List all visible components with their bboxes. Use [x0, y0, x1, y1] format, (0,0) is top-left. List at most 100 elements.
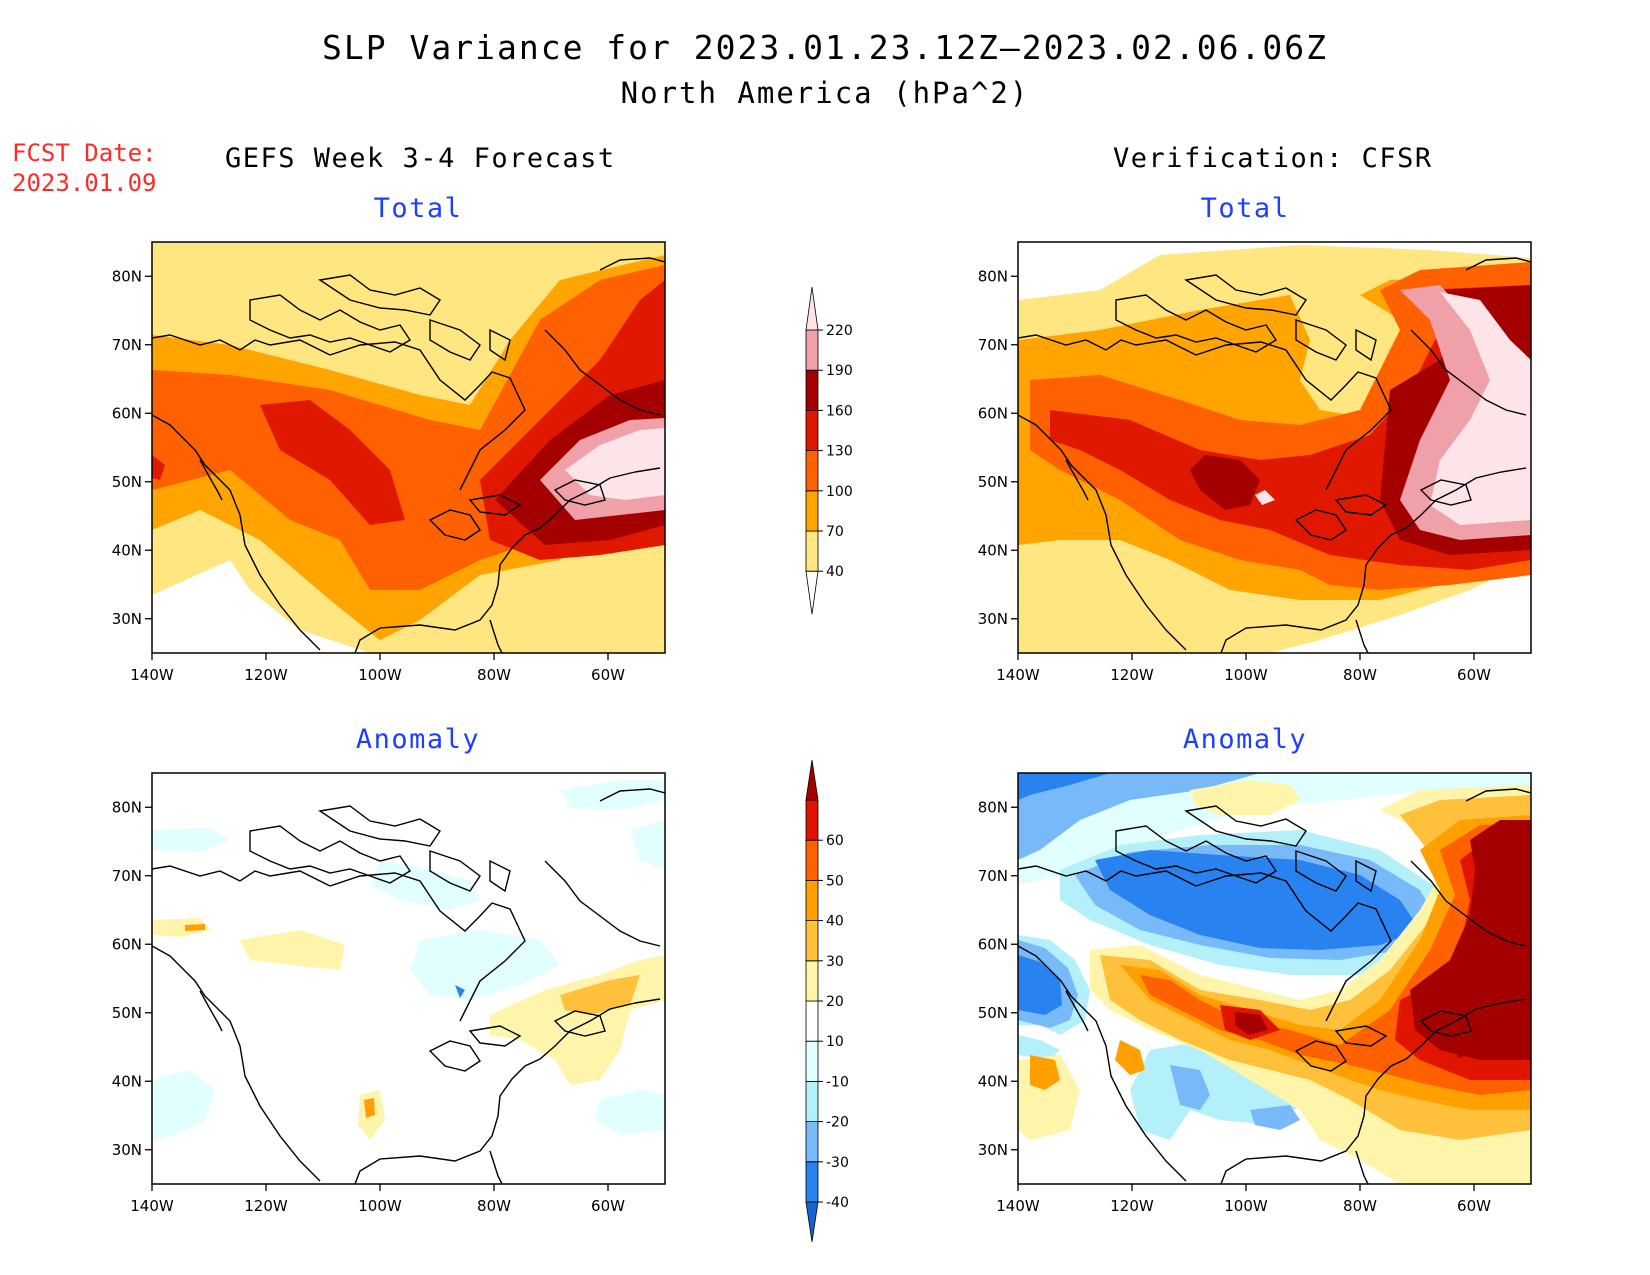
verification-total-lat-tick-label: 30N	[978, 610, 1008, 628]
chart-title: SLP Variance for 2023.01.23.12Z—2023.02.…	[322, 28, 1328, 67]
forecast-total-lat-tick-label: 50N	[112, 473, 142, 491]
verification-anomaly-lat-tick-label: 30N	[978, 1141, 1008, 1159]
colorbar-anomaly-segment	[805, 839, 819, 881]
fcst-date-label: FCST Date:	[12, 139, 157, 167]
verification-anomaly-lon-tick-label: 140W	[996, 1197, 1040, 1215]
forecast-anomaly-lat-tick-label: 50N	[112, 1004, 142, 1022]
forecast-total-title: Total	[373, 193, 463, 224]
colorbar-anomaly-label: 20	[826, 994, 844, 1010]
colorbar-total-segment	[805, 409, 819, 452]
colorbar-total-segment	[805, 286, 819, 331]
forecast-total-lon-tick-label: 60W	[591, 666, 625, 684]
verification-anomaly-lat-tick-label: 50N	[978, 1004, 1008, 1022]
forecast-total-lat-tick-label: 70N	[112, 336, 142, 354]
verification-anomaly-title: Anomaly	[1182, 724, 1308, 755]
colorbar-total-segment	[805, 450, 819, 492]
forecast-anomaly-lat-tick-label: 80N	[112, 798, 142, 816]
forecast-anomaly-lon-tick-label: 140W	[130, 1197, 174, 1215]
forecast-total-lat-tick-label: 40N	[112, 541, 142, 559]
fcst-date: FCST Date: 2023.01.09	[12, 138, 157, 198]
verification-total-lat-tick-label: 40N	[978, 541, 1008, 559]
forecast-total-lat-tick-label: 60N	[112, 404, 142, 422]
verification-anomaly-map	[1017, 772, 1532, 1185]
verification-total-lat-tick-label: 70N	[978, 336, 1008, 354]
forecast-anomaly-lon-tick-label: 100W	[358, 1197, 402, 1215]
fcst-date-value: 2023.01.09	[12, 169, 157, 197]
forecast-total-lat-tick-label: 30N	[112, 610, 142, 628]
forecast-anomaly-lat-tick-label: 60N	[112, 935, 142, 953]
verification-total-lat-tick-label: 80N	[978, 267, 1008, 285]
verification-total-lon-tick-label: 60W	[1457, 666, 1491, 684]
forecast-total-map	[151, 241, 666, 654]
colorbar-total-segment	[805, 530, 819, 572]
verification-anomaly-lon-tick-label: 60W	[1457, 1197, 1491, 1215]
colorbar-anomaly-segment	[805, 1040, 819, 1082]
colorbar-total-label: 220	[826, 323, 853, 339]
colorbar-total-label: 160	[826, 403, 853, 419]
colorbar-anomaly-segment	[805, 799, 819, 841]
colorbar-anomaly-segment	[805, 960, 819, 1002]
colorbar-total-segment	[805, 490, 819, 532]
verification-total-lat-tick-label: 60N	[978, 404, 1008, 422]
colorbar-anomaly-label: 50	[826, 873, 844, 889]
colorbar-anomaly-segment	[805, 1000, 819, 1042]
colorbar-total-label: 70	[826, 524, 844, 540]
colorbar-total-label: 40	[826, 564, 844, 580]
forecast-column-header: GEFS Week 3-4 Forecast	[225, 143, 616, 174]
verification-anomaly-lat-tick-label: 80N	[978, 798, 1008, 816]
verification-total-lat-tick-label: 50N	[978, 473, 1008, 491]
colorbar-total-segment	[805, 570, 819, 615]
colorbar-anomaly-label: -30	[826, 1155, 849, 1171]
chart-subtitle: North America (hPa^2)	[620, 76, 1030, 110]
colorbar-anomaly-label: -40	[826, 1195, 849, 1211]
map-axes: 140W 120W 100W 80W 60W 80N 70N 60N 50N 40N 30N 140W…	[112, 267, 1491, 1215]
forecast-anomaly-lat-tick-label: 70N	[112, 867, 142, 885]
colorbar-anomaly-segment	[805, 759, 819, 801]
forecast-total-lon-tick-label: 100W	[358, 666, 402, 684]
verification-anomaly-lat-tick-label: 70N	[978, 867, 1008, 885]
verification-anomaly-lat-tick-label: 60N	[978, 935, 1008, 953]
colorbar-total-label: 100	[826, 484, 853, 500]
colorbar-anomaly-segment	[805, 1081, 819, 1122]
colorbar-anomaly-label: 40	[826, 914, 844, 930]
forecast-total-lon-tick-label: 80W	[477, 666, 511, 684]
forecast-anomaly-title: Anomaly	[355, 724, 481, 755]
forecast-total-lon-tick-label: 140W	[130, 666, 174, 684]
verification-total-lon-tick-label: 80W	[1343, 666, 1377, 684]
verification-total-lon-tick-label: 120W	[1110, 666, 1154, 684]
forecast-anomaly-lat-tick-label: 40N	[112, 1072, 142, 1090]
verification-total-map	[1017, 241, 1532, 654]
forecast-anomaly-lat-tick-label: 30N	[112, 1141, 142, 1159]
colorbar-anomaly-label: 30	[826, 954, 844, 970]
colorbar-total-label: 190	[826, 363, 853, 379]
colorbar-anomaly-label: -10	[826, 1074, 849, 1090]
verification-anomaly-lon-tick-label: 80W	[1343, 1197, 1377, 1215]
colorbar-anomaly-segment	[805, 920, 819, 962]
colorbar-total-label: 130	[826, 444, 853, 460]
colorbar-total-segment	[805, 369, 819, 411]
colorbar-anomaly-segment	[805, 1161, 819, 1203]
colorbar-anomaly: -40 -30 -20 -10 10 20 30 40 50 60	[805, 759, 849, 1243]
verification-anomaly-lon-tick-label: 120W	[1110, 1197, 1154, 1215]
colorbar-anomaly-label: 10	[826, 1034, 844, 1050]
verification-total-lon-tick-label: 100W	[1224, 666, 1268, 684]
verification-anomaly-lat-tick-label: 40N	[978, 1072, 1008, 1090]
colorbar-total: 40 70 100 130 160 190 220	[805, 286, 853, 615]
verification-column-header: Verification: CFSR	[1113, 143, 1433, 174]
colorbar-anomaly-segment	[805, 1201, 819, 1243]
verification-total-lon-tick-label: 140W	[996, 666, 1040, 684]
verification-anomaly-lon-tick-label: 100W	[1224, 1197, 1268, 1215]
forecast-anomaly-lon-tick-label: 120W	[244, 1197, 288, 1215]
forecast-anomaly-lon-tick-label: 80W	[477, 1197, 511, 1215]
verification-total-title: Total	[1200, 193, 1290, 224]
forecast-total-lon-tick-label: 120W	[244, 666, 288, 684]
forecast-anomaly-lon-tick-label: 60W	[591, 1197, 625, 1215]
colorbar-anomaly-segment	[805, 880, 819, 921]
forecast-anomaly-map	[151, 772, 666, 1185]
colorbar-anomaly-label: -20	[826, 1115, 849, 1131]
forecast-total-lat-tick-label: 80N	[112, 267, 142, 285]
colorbar-anomaly-label: 60	[826, 833, 844, 849]
colorbar-total-segment	[805, 329, 819, 371]
colorbar-anomaly-segment	[805, 1121, 819, 1163]
